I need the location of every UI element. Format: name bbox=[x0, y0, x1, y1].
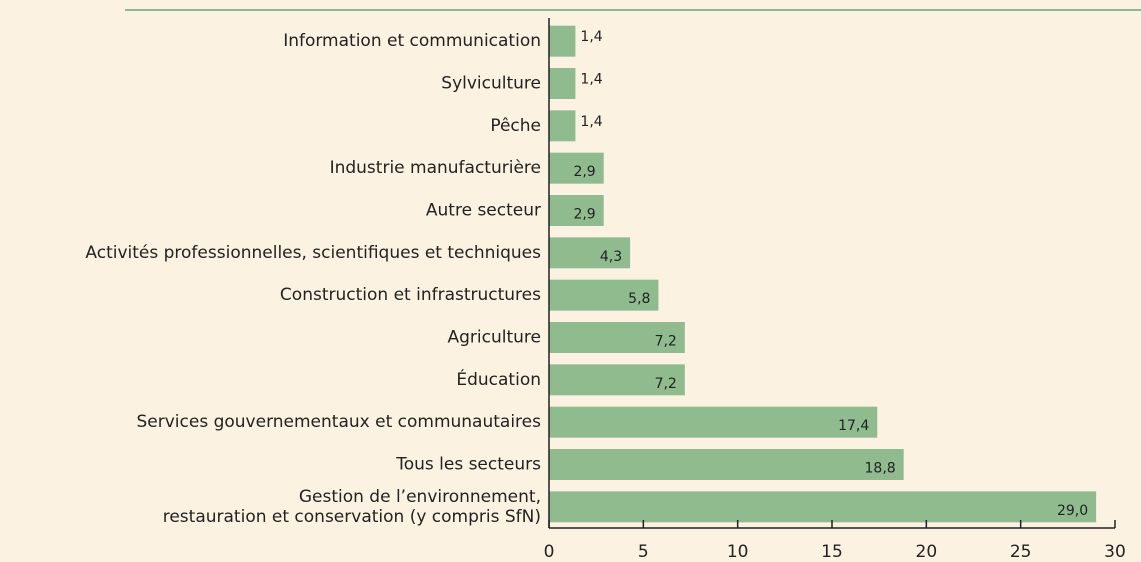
category-label: Tous les secteurs bbox=[395, 455, 541, 475]
x-tick-label: 5 bbox=[638, 542, 649, 562]
x-tick-label: 30 bbox=[1104, 542, 1126, 562]
x-tick-label: 25 bbox=[1010, 542, 1032, 562]
x-tick-label: 10 bbox=[727, 542, 749, 562]
bar bbox=[549, 195, 604, 226]
bar bbox=[549, 449, 904, 480]
value-label: 4,3 bbox=[600, 249, 622, 265]
x-tick-label: 20 bbox=[916, 542, 938, 562]
value-label: 1,4 bbox=[580, 29, 602, 45]
bar bbox=[549, 364, 685, 396]
category-label: Sylviculture bbox=[441, 74, 541, 94]
category-label: Services gouvernementaux et communautair… bbox=[137, 412, 542, 432]
value-label: 7,2 bbox=[655, 376, 677, 392]
category-label: Activités professionnelles, scientifique… bbox=[85, 243, 541, 263]
category-label: Gestion de l’environnement, restauration … bbox=[163, 487, 541, 527]
value-label: 1,4 bbox=[580, 72, 602, 88]
bar bbox=[549, 406, 878, 438]
value-label: 7,2 bbox=[655, 334, 677, 350]
value-label: 5,8 bbox=[628, 291, 650, 307]
bar bbox=[549, 491, 1097, 523]
bar bbox=[549, 68, 576, 99]
category-label: Pêche bbox=[490, 116, 541, 136]
bar bbox=[549, 279, 659, 311]
value-label: 18,8 bbox=[865, 461, 896, 477]
bar bbox=[549, 110, 576, 142]
value-label: 17,4 bbox=[838, 418, 869, 434]
value-label: 2,9 bbox=[573, 164, 595, 180]
x-tick-label: 15 bbox=[821, 542, 843, 562]
category-label: Construction et infrastructures bbox=[280, 285, 541, 305]
bar bbox=[549, 25, 576, 57]
category-label: Autre secteur bbox=[426, 201, 541, 221]
bar bbox=[549, 237, 631, 269]
value-label: 1,4 bbox=[580, 114, 602, 130]
bar bbox=[549, 152, 604, 184]
category-label: Industrie manufacturière bbox=[330, 158, 541, 178]
value-label: 2,9 bbox=[573, 207, 595, 223]
category-label: Éducation bbox=[456, 368, 541, 390]
category-label: Agriculture bbox=[448, 328, 542, 348]
bar bbox=[549, 322, 685, 353]
value-label: 29,0 bbox=[1057, 503, 1088, 519]
x-tick-label: 0 bbox=[544, 542, 555, 562]
category-label: Information et communication bbox=[283, 31, 541, 51]
